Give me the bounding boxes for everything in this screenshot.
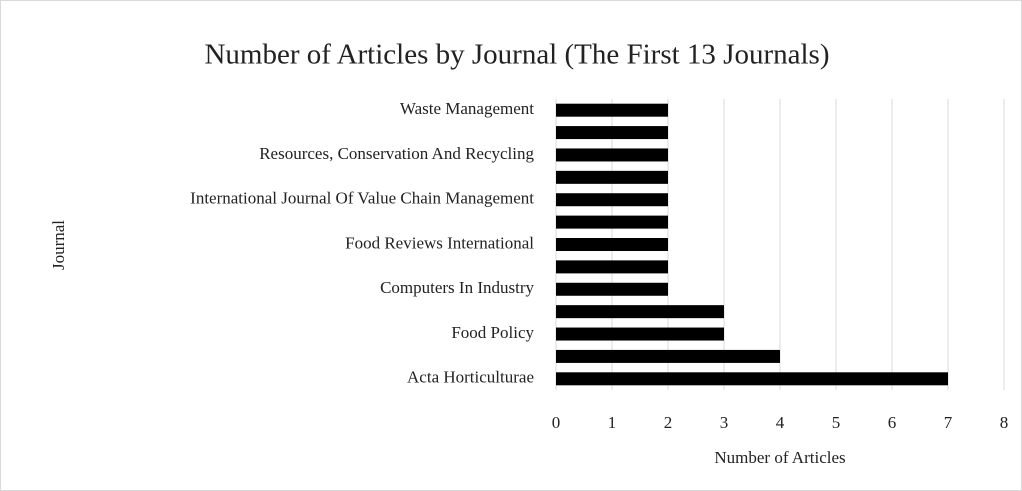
x-tick-label: 3 [720,413,729,432]
x-tick-label: 6 [888,413,897,432]
y-tick-label: Computers In Industry [380,278,534,297]
y-tick-label: Waste Management [400,99,534,118]
y-axis-title: Journal [49,220,68,270]
y-tick-label: Resources, Conservation And Recycling [259,144,534,163]
bar [556,215,668,229]
chart-title: Number of Articles by Journal (The First… [204,39,829,71]
bar [556,305,724,319]
bar [556,126,668,140]
x-axis-title: Number of Articles [714,448,845,467]
y-tick-label: Acta Horticulturae [407,368,534,387]
x-tick-label: 8 [1000,413,1009,432]
bar [556,238,668,251]
bar [556,170,668,184]
x-tick-label: 1 [608,413,617,432]
bar [556,282,668,296]
x-tick-label: 2 [664,413,673,432]
bar [556,260,668,274]
x-tick-label: 0 [552,413,561,432]
x-tick-label: 4 [776,413,785,432]
bar [556,349,780,363]
x-tick-label: 7 [944,413,953,432]
y-tick-label: International Journal Of Value Chain Man… [190,189,534,208]
bar [556,193,668,207]
y-tick-label: Food Policy [451,323,534,342]
bar [556,327,724,341]
x-tick-label: 5 [832,413,841,432]
bar [556,148,668,162]
bar [556,103,668,117]
y-tick-label: Food Reviews International [345,233,534,252]
bar [556,372,948,386]
